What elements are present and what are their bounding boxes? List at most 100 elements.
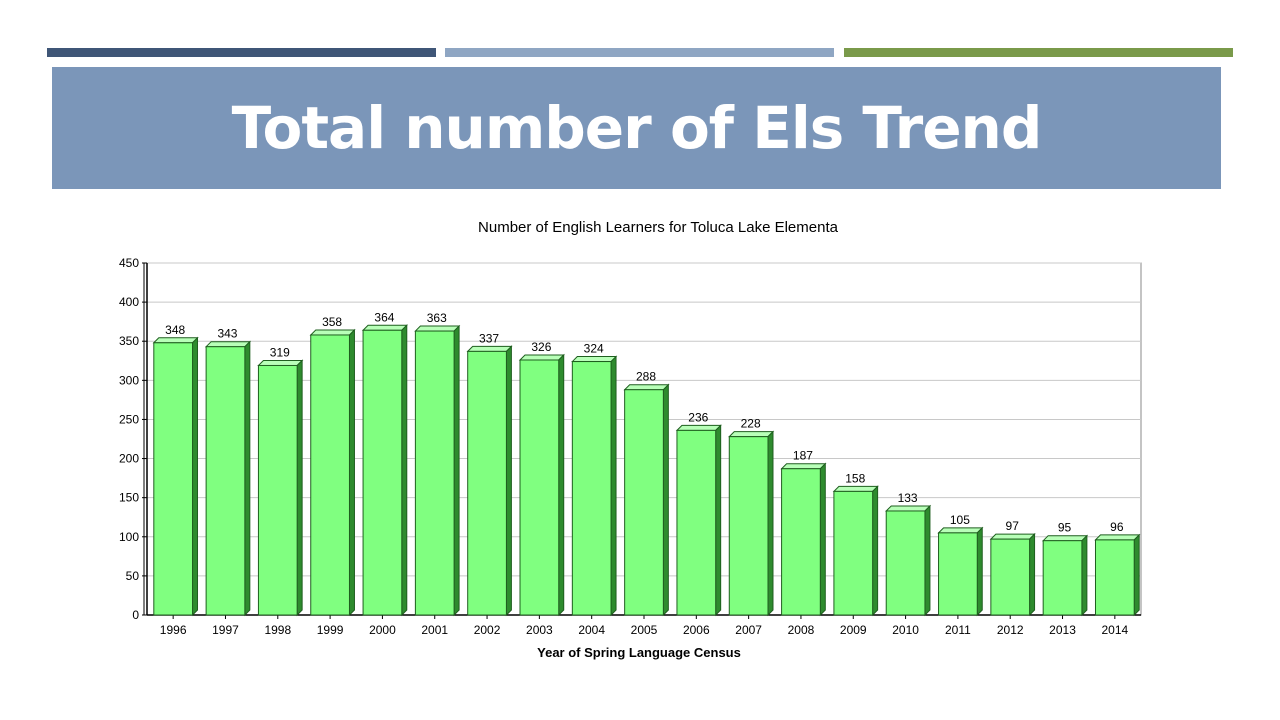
bar-front (1094, 539, 1135, 616)
x-tick-label: 2010 (892, 623, 919, 637)
y-tick-label: 350 (119, 334, 139, 348)
bar-side (348, 328, 355, 617)
data-label: 96 (1110, 520, 1124, 534)
bar-front (362, 329, 403, 616)
x-tick-label: 1996 (160, 623, 187, 637)
bar-top (466, 345, 513, 352)
accent-bar-dark (47, 48, 436, 57)
y-tick-label: 450 (119, 256, 139, 270)
bar (414, 324, 461, 617)
bar (832, 485, 879, 617)
bar-side (872, 485, 879, 617)
data-label: 324 (584, 342, 604, 356)
bar (937, 526, 984, 617)
data-label: 358 (322, 315, 342, 329)
bar-top (675, 424, 722, 431)
bar-front (1042, 540, 1083, 616)
bar-top (780, 463, 827, 470)
bar (518, 353, 565, 617)
bar-side (453, 324, 460, 617)
bar-side (244, 340, 251, 617)
bar-front (938, 532, 978, 616)
y-tick-label: 150 (119, 491, 139, 505)
bar-front (833, 490, 874, 616)
bar-top (989, 533, 1036, 540)
x-tick-label: 2011 (945, 623, 971, 637)
x-tick-label: 2001 (421, 623, 448, 637)
data-label: 337 (479, 331, 499, 345)
x-tick-label: 2014 (1101, 623, 1128, 637)
bar (361, 324, 408, 617)
bar-side (192, 336, 199, 617)
bar-top (832, 485, 879, 492)
bar (780, 462, 827, 617)
x-tick-label: 2004 (578, 623, 605, 637)
data-label: 158 (845, 471, 865, 485)
x-tick-label: 1997 (212, 623, 239, 637)
bar-side (296, 359, 303, 617)
y-tick-label: 250 (119, 412, 139, 426)
bar-top (571, 356, 618, 363)
bar-side (976, 526, 983, 617)
data-label: 364 (374, 310, 394, 324)
bar-top (623, 384, 670, 391)
bar-front (310, 334, 350, 616)
bar-top (414, 325, 461, 332)
bar-side (401, 324, 408, 617)
bar-top (309, 329, 356, 336)
bar-top (728, 431, 775, 438)
data-label: 95 (1058, 521, 1072, 535)
bar-side (662, 383, 669, 617)
bar-side (715, 424, 722, 617)
data-label: 236 (688, 410, 708, 424)
bar-side (1133, 533, 1140, 617)
bar (885, 504, 932, 617)
x-tick-label: 2002 (474, 623, 501, 637)
y-tick-label: 400 (119, 295, 139, 309)
data-label: 288 (636, 370, 656, 384)
bar (1041, 534, 1089, 617)
x-tick-label: 2008 (788, 623, 815, 637)
x-tick-label: 2009 (840, 623, 867, 637)
bar-top (1094, 534, 1141, 541)
x-tick-label: 2013 (1049, 623, 1076, 637)
bar (466, 345, 513, 617)
accent-bar-green (844, 48, 1233, 57)
data-label: 326 (531, 340, 551, 354)
bar-side (610, 355, 617, 617)
x-axis-label: Year of Spring Language Census (537, 645, 741, 660)
bar-front (781, 468, 821, 616)
x-tick-label: 2012 (997, 623, 1024, 637)
slide-title: Total number of Els Trend (231, 94, 1043, 162)
bar (152, 336, 199, 617)
bar (989, 532, 1036, 617)
bar-top (257, 359, 304, 366)
data-labels: 348 343 319 358 364 363 337 326 324 288 236 228 187 1… (165, 310, 1124, 534)
data-label: 133 (898, 491, 918, 505)
bar-top (361, 324, 408, 331)
bars (152, 324, 1141, 617)
bar-front (990, 538, 1031, 616)
x-tick-label: 2007 (735, 623, 762, 637)
y-tick-label: 50 (126, 569, 140, 583)
bar-side (505, 345, 512, 617)
bar (571, 355, 618, 617)
bar (1094, 533, 1141, 617)
x-tick-label: 1999 (317, 623, 344, 637)
bar-front (414, 330, 455, 616)
bar-front (467, 350, 507, 616)
bar-front (257, 364, 298, 616)
bar-front (153, 342, 194, 616)
bar-front (728, 436, 769, 616)
bar-side (924, 504, 931, 617)
data-label: 97 (1006, 519, 1020, 533)
x-tick-label: 2006 (683, 623, 710, 637)
data-label: 228 (741, 417, 761, 431)
y-tick-label: 0 (132, 608, 139, 622)
bar-front (624, 389, 664, 616)
bar-front (205, 346, 246, 616)
bar (309, 328, 356, 617)
x-tick-label: 2005 (631, 623, 658, 637)
bar-side (1029, 532, 1036, 617)
x-tick-label: 2003 (526, 623, 553, 637)
